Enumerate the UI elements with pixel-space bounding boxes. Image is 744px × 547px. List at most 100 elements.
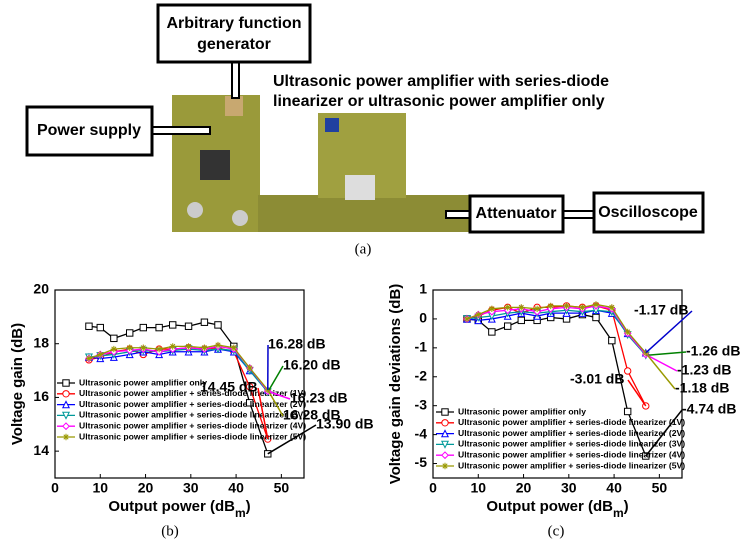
caption: (a) bbox=[355, 241, 372, 257]
annotation: 16.28 dB bbox=[283, 407, 341, 423]
marker bbox=[517, 316, 525, 325]
oscilloscope-box bbox=[592, 191, 705, 234]
legend-marker bbox=[441, 451, 449, 460]
marker bbox=[504, 322, 512, 330]
marker bbox=[642, 349, 649, 357]
marker bbox=[200, 318, 209, 326]
marker bbox=[264, 450, 272, 458]
y-tick-label: -3 bbox=[415, 396, 428, 412]
label: Attenuator bbox=[476, 205, 557, 222]
marker bbox=[245, 382, 254, 391]
marker bbox=[547, 302, 554, 310]
plot-frame bbox=[432, 289, 683, 479]
legend-label: Ultrasonic power amplifier only bbox=[79, 377, 207, 387]
marker bbox=[623, 407, 632, 416]
marker bbox=[488, 305, 496, 312]
y-tick-label: 16 bbox=[33, 388, 49, 404]
chip bbox=[200, 150, 230, 180]
cable bbox=[151, 126, 211, 135]
annotation: -3.01 dB bbox=[570, 371, 624, 387]
screw bbox=[232, 210, 248, 226]
marker bbox=[533, 305, 541, 312]
legend-marker bbox=[62, 433, 70, 441]
marker bbox=[624, 328, 631, 336]
y-tick-label: 20 bbox=[33, 281, 49, 297]
marker bbox=[126, 329, 134, 337]
legend-marker bbox=[440, 440, 450, 449]
y-tick-label: 0 bbox=[419, 310, 427, 326]
x-axis-label: Output power (dBm) bbox=[486, 498, 628, 520]
marker bbox=[126, 344, 133, 351]
cable bbox=[445, 210, 473, 219]
y-tick-label: 14 bbox=[33, 442, 49, 458]
legend-label: Ultrasonic power amplifier + series-diod… bbox=[79, 399, 306, 409]
annotation: -1.17 dB bbox=[634, 302, 688, 318]
marker bbox=[110, 345, 118, 353]
marker bbox=[592, 313, 600, 322]
generator-box bbox=[156, 3, 312, 64]
legend-marker bbox=[61, 411, 71, 420]
marker bbox=[140, 344, 147, 351]
screw bbox=[187, 202, 203, 218]
marker bbox=[139, 323, 147, 332]
marker bbox=[214, 321, 222, 329]
legend-label: Ultrasonic power amplifier + series-diod… bbox=[79, 420, 306, 430]
x-tick-label: 0 bbox=[429, 480, 437, 496]
annotation-arrow bbox=[645, 352, 676, 390]
y-tick-label: -2 bbox=[415, 367, 428, 383]
annotation: 16.28 dB bbox=[268, 336, 326, 352]
x-tick-label: 20 bbox=[516, 480, 532, 496]
x-tick-label: 20 bbox=[138, 480, 154, 496]
component bbox=[325, 118, 339, 132]
x-tick-label: 10 bbox=[470, 480, 486, 496]
x-axis-label-part: ) bbox=[624, 498, 629, 515]
plot-frame bbox=[54, 289, 305, 479]
annotation-arrow bbox=[267, 390, 291, 400]
legend-label: Ultrasonic power amplifier only bbox=[458, 406, 586, 416]
legend-label: Ultrasonic power amplifier + series-diod… bbox=[458, 417, 685, 427]
marker bbox=[85, 322, 93, 330]
legend-marker bbox=[62, 390, 70, 398]
x-tick-label: 50 bbox=[274, 480, 290, 496]
marker bbox=[85, 355, 93, 362]
marker bbox=[608, 336, 616, 345]
annotation-arrow bbox=[645, 351, 687, 357]
marker bbox=[214, 341, 222, 349]
annotation: -1.26 dB bbox=[686, 343, 740, 359]
annotation-arrow bbox=[645, 353, 678, 372]
cable bbox=[231, 61, 240, 99]
label: Power supply bbox=[37, 122, 141, 139]
legend-marker bbox=[61, 400, 71, 409]
legend-label: Ultrasonic power amplifier + series-diod… bbox=[79, 410, 306, 420]
label: generator bbox=[197, 36, 271, 53]
marker bbox=[475, 311, 482, 318]
x-tick-label: 0 bbox=[51, 480, 59, 496]
marker bbox=[185, 343, 192, 350]
x-axis-label-part: Output power (dB bbox=[108, 498, 235, 515]
legend-marker bbox=[441, 408, 449, 416]
marker bbox=[608, 304, 616, 311]
legend-marker bbox=[62, 422, 70, 431]
y-axis-label: Voltage gain deviations (dB) bbox=[387, 284, 404, 485]
marker bbox=[155, 345, 163, 353]
cable bbox=[562, 210, 596, 219]
marker bbox=[184, 322, 193, 330]
annotation-arrow bbox=[257, 387, 269, 440]
label: linearizer or ultrasonic power amplifier… bbox=[273, 93, 605, 110]
connector bbox=[225, 96, 243, 116]
marker bbox=[463, 315, 471, 323]
attenuator-box bbox=[468, 194, 565, 234]
annotation-arrow bbox=[627, 379, 647, 407]
x-tick-label: 40 bbox=[228, 480, 244, 496]
label: Ultrasonic power amplifier with series-d… bbox=[273, 73, 609, 90]
annotation: 14.45 dB bbox=[200, 379, 258, 395]
marker bbox=[518, 304, 525, 311]
y-tick-label: -1 bbox=[415, 339, 428, 355]
annotation-arrow bbox=[267, 389, 284, 417]
annotation-arrow bbox=[645, 310, 693, 354]
annotation-arrow bbox=[267, 424, 317, 455]
power-supply-box bbox=[25, 105, 154, 157]
marker bbox=[246, 364, 253, 372]
